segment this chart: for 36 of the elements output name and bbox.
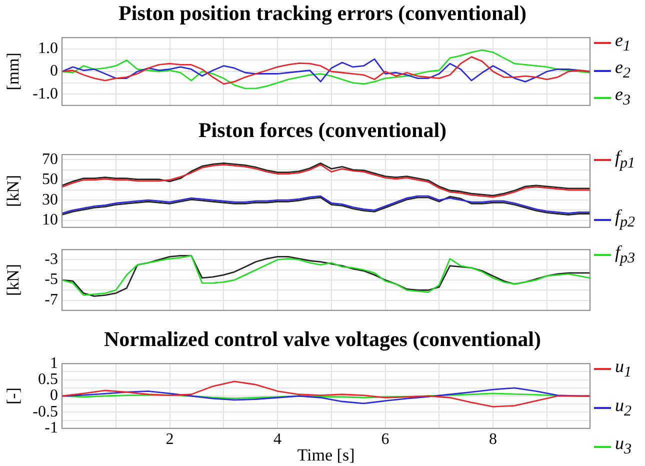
y-tick-label: 1.0 — [38, 40, 58, 58]
x-axis-title: Time [s] — [297, 445, 355, 464]
y-tick-label: -1.0 — [32, 85, 58, 102]
legend-label: u$_{2}$ — [615, 394, 632, 422]
chart-title: Normalized control valve voltages (conventional) — [102, 327, 542, 351]
x-tick-label: 4 — [274, 431, 282, 448]
y-axis-title: [-] — [4, 388, 23, 404]
x-tick-label: 6 — [381, 431, 390, 448]
legend-label: u$_{3}$ — [615, 433, 632, 460]
y-tick-label: -5 — [44, 271, 58, 288]
chart-title: Piston position tracking errors (conventional) — [118, 1, 528, 25]
y-tick-label: 30 — [42, 191, 58, 208]
x-tick-label: 2 — [166, 431, 174, 448]
y-tick-label: -0.5 — [32, 403, 58, 420]
legend-label: e$_{2}$ — [615, 57, 630, 84]
y-tick-label: 0 — [50, 62, 58, 80]
legend-label: e$_{1}$ — [615, 30, 630, 57]
y-tick-label: -7 — [44, 291, 58, 308]
y-axis-title: [kN] — [4, 174, 23, 208]
y-tick-label: 1 — [50, 354, 58, 372]
x-tick-label: 8 — [489, 431, 498, 448]
legend-label: f$_{p3}$ — [615, 242, 636, 269]
y-tick-label: 50 — [42, 171, 58, 188]
y-tick-label: 0.5 — [38, 371, 58, 388]
y-axis-title: [kN] — [4, 264, 23, 296]
y-tick-label: 70 — [42, 150, 58, 168]
y-tick-label: -3 — [44, 250, 58, 268]
legend-label: e$_{3}$ — [615, 84, 630, 111]
y-tick-label: 10 — [42, 212, 58, 229]
y-axis-title: [mm] — [4, 52, 23, 90]
y-tick-label: 0 — [50, 387, 58, 404]
legend-label: f$_{p2}$ — [615, 206, 636, 233]
chart-title: Piston forces (conventional) — [197, 118, 448, 142]
legend-label: u$_{1}$ — [615, 356, 632, 383]
legend-label: f$_{p1}$ — [615, 147, 636, 174]
y-tick-label: -1 — [44, 420, 58, 437]
